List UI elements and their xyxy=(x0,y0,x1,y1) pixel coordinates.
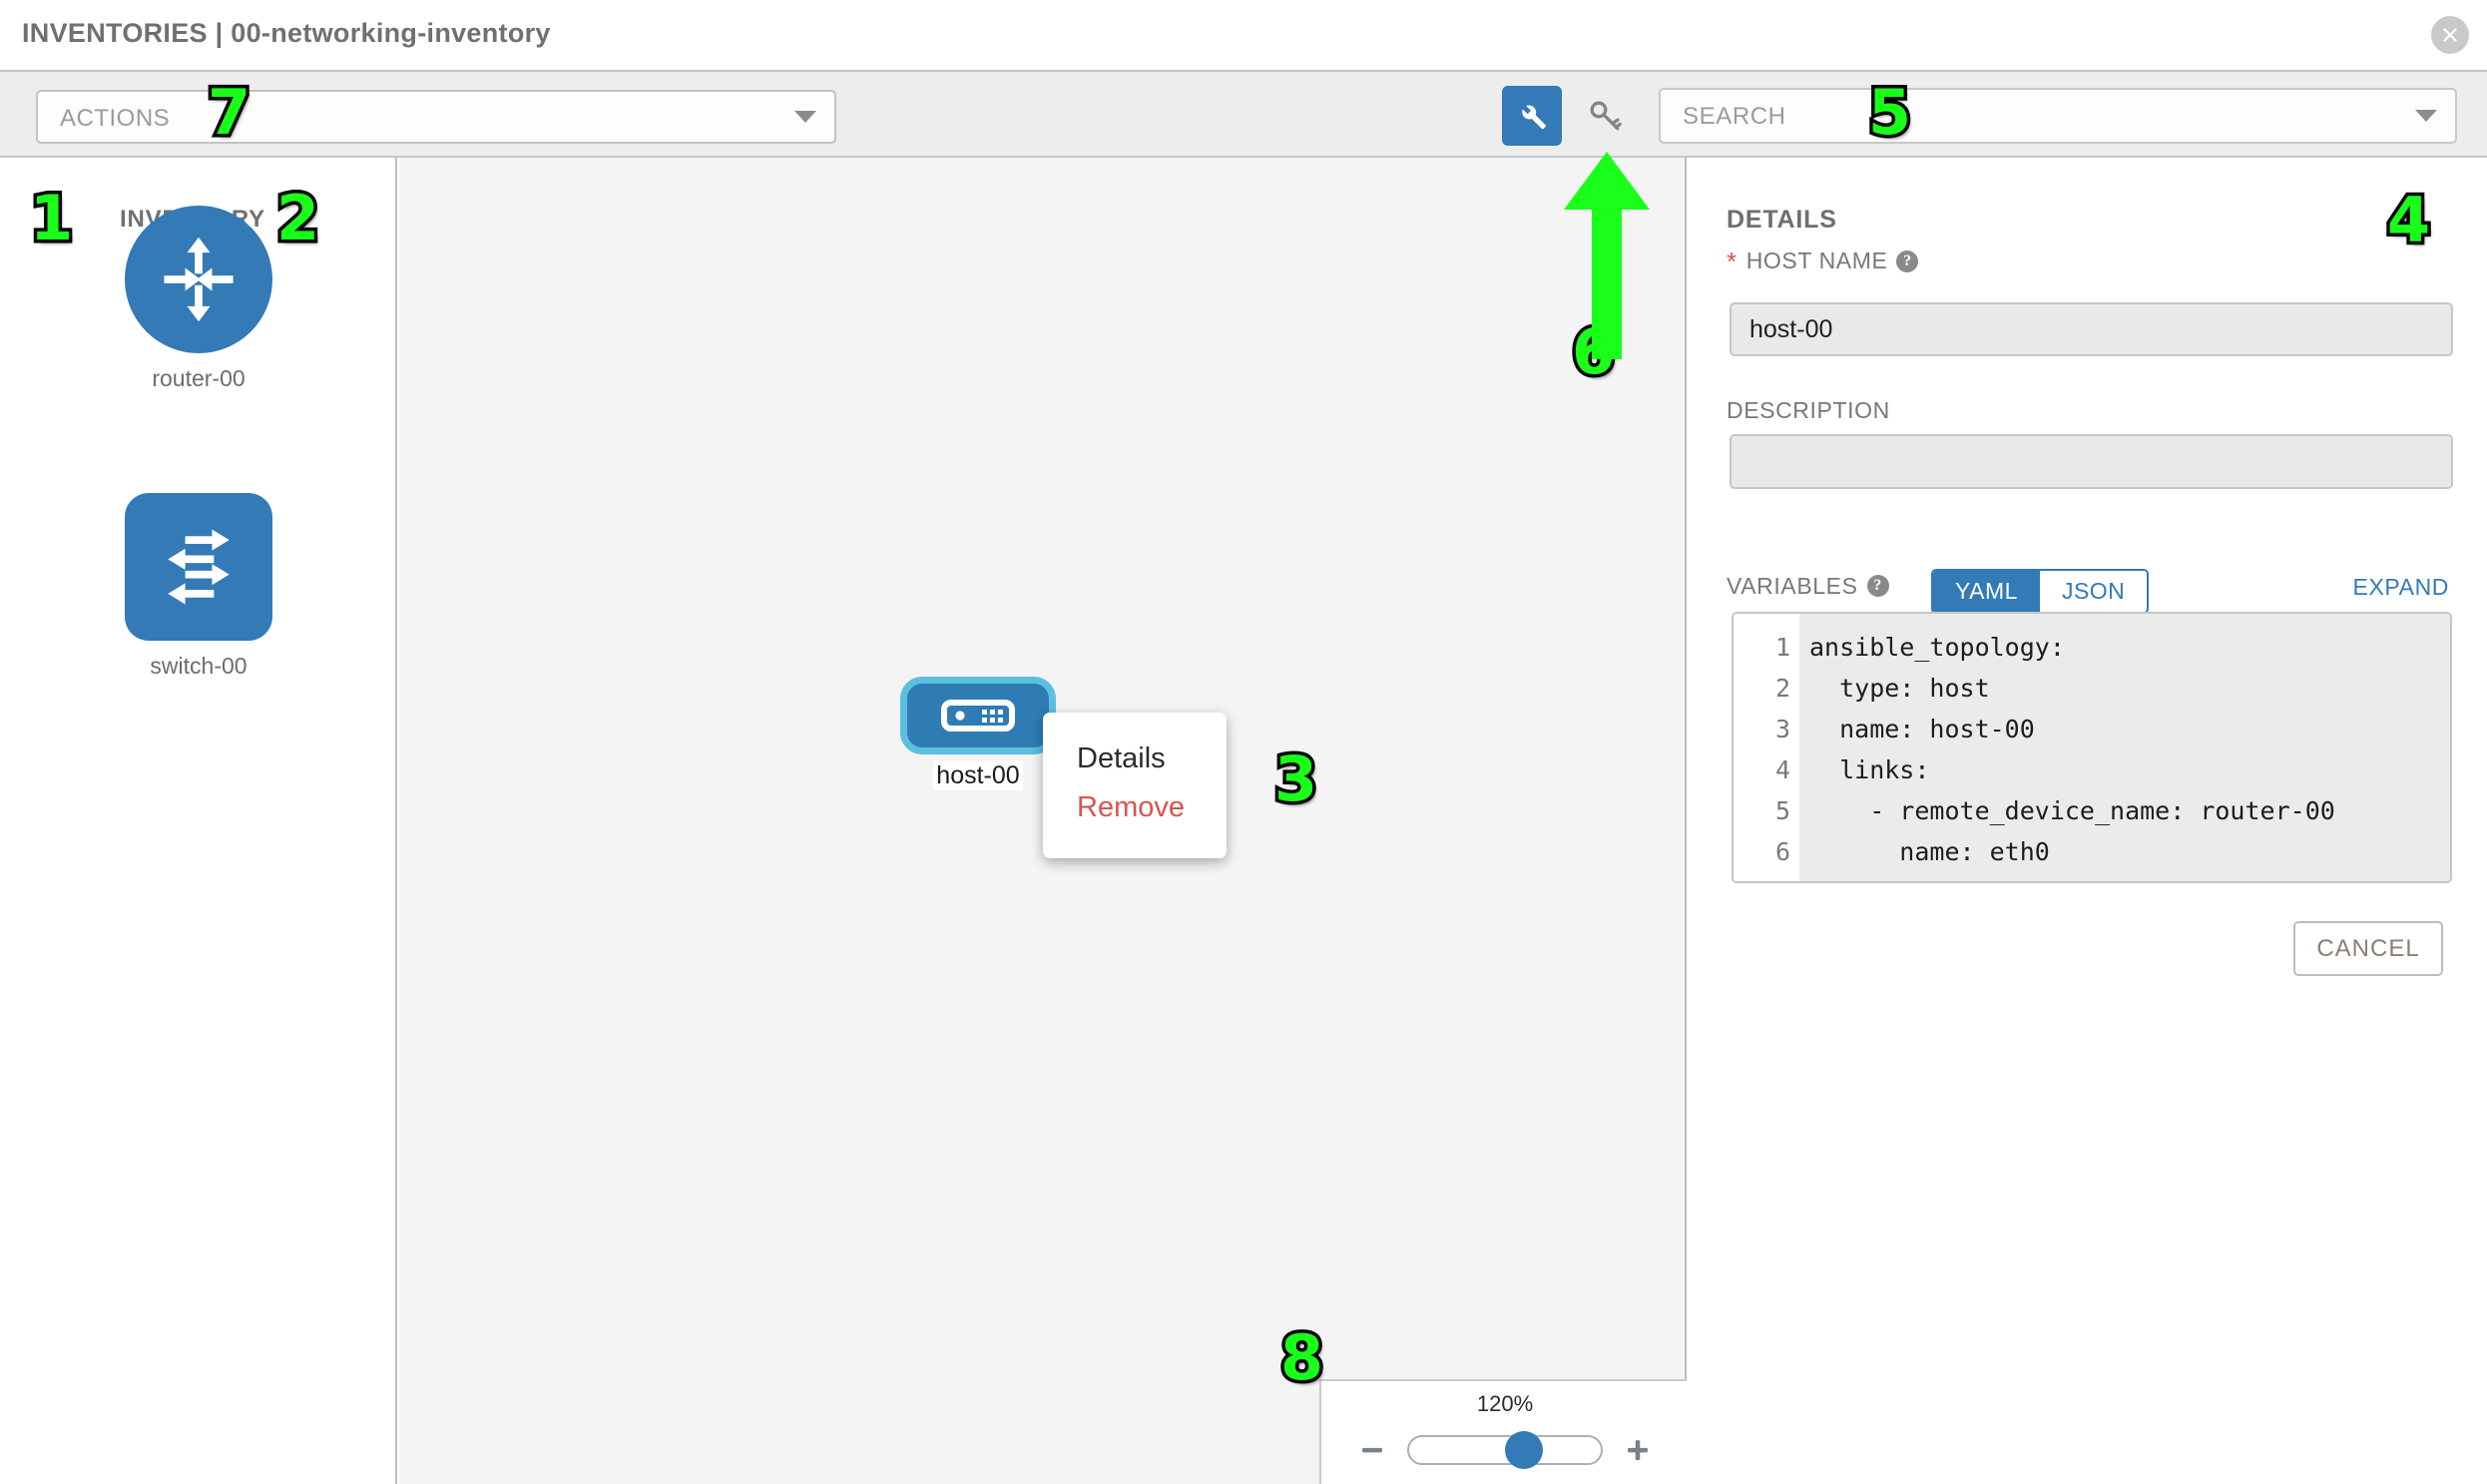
toggle-edit-mode-button[interactable] xyxy=(1502,86,1562,146)
router-device-icon-wrap[interactable] xyxy=(125,206,272,353)
line-number: 3 xyxy=(1774,715,1790,743)
variables-format-toggle: YAML JSON xyxy=(1931,569,2150,614)
details-panel-title: DETAILS xyxy=(1727,206,1837,234)
zoom-slider-track[interactable] xyxy=(1407,1431,1603,1469)
host-name-input[interactable]: host-00 xyxy=(1730,302,2453,356)
help-circle-icon[interactable]: ? xyxy=(1896,249,1919,272)
required-marker: * xyxy=(1727,246,1738,276)
code-line: - remote_device_name: router-00 xyxy=(1809,796,2335,825)
line-number: 6 xyxy=(1774,837,1790,866)
zoom-percentage-label: 120% xyxy=(1476,1391,1534,1416)
inventory-sidebar: INVENTORY xyxy=(0,158,397,1484)
description-input[interactable] xyxy=(1730,434,2453,489)
node-label: host-00 xyxy=(933,760,1023,790)
search-input[interactable]: SEARCH xyxy=(1659,88,2457,144)
line-number: 1 xyxy=(1774,633,1790,662)
code-line: name: host-00 xyxy=(1809,715,2035,743)
variables-label-text: VARIABLES xyxy=(1727,572,1858,599)
editor-code-area[interactable]: ansible_topology: type: host name: host-… xyxy=(1799,614,2450,881)
search-placeholder: SEARCH xyxy=(1683,103,1786,130)
chevron-down-icon[interactable] xyxy=(2415,110,2437,122)
zoom-slider-thumb[interactable] xyxy=(1505,1431,1544,1469)
router-icon xyxy=(164,237,234,322)
line-number: 7 xyxy=(1734,872,1799,881)
sidebar-item-label: router-00 xyxy=(152,365,246,391)
variables-format-json[interactable]: JSON xyxy=(2039,571,2148,612)
code-line: type: host xyxy=(1809,674,1990,703)
zoom-in-button[interactable] xyxy=(1621,1433,1655,1467)
topology-node-host-00[interactable]: host-00 xyxy=(900,677,1056,790)
main-toolbar: ACTIONS SEARCH xyxy=(0,70,2487,158)
close-button[interactable] xyxy=(2431,16,2469,54)
minus-icon xyxy=(1362,1447,1382,1453)
line-number: 4 xyxy=(1774,755,1790,784)
variables-expand-link[interactable]: EXPAND xyxy=(2352,574,2449,600)
zoom-out-button[interactable] xyxy=(1355,1433,1389,1467)
variables-label: VARIABLES ? xyxy=(1727,569,1889,603)
close-icon xyxy=(2443,28,2457,42)
line-number: 5 xyxy=(1774,796,1790,825)
cancel-button[interactable]: CANCEL xyxy=(2293,921,2443,976)
editor-line-number-gutter: 1 2 3 4 5 6 7 xyxy=(1734,614,1799,881)
plus-icon xyxy=(1628,1440,1648,1461)
credentials-button[interactable] xyxy=(1575,86,1635,146)
actions-dropdown[interactable]: ACTIONS xyxy=(36,90,836,144)
description-label: DESCRIPTION xyxy=(1727,397,1890,424)
zoom-control: 120% xyxy=(1319,1379,1687,1484)
code-line: name: eth0 xyxy=(1809,837,2050,866)
help-circle-icon[interactable]: ? xyxy=(1866,575,1889,597)
server-icon xyxy=(941,700,1015,732)
variables-code-editor[interactable]: 1 2 3 4 5 6 7 ansible_topology: type: ho… xyxy=(1732,612,2452,883)
window-titlebar: INVENTORIES | 00-networking-inventory xyxy=(0,0,2487,70)
variables-format-yaml[interactable]: YAML xyxy=(1933,571,2040,612)
context-menu-item-details[interactable]: Details xyxy=(1077,742,1166,774)
sidebar-item-switch-00[interactable]: switch-00 xyxy=(0,493,397,680)
page-title: INVENTORIES | 00-networking-inventory xyxy=(22,18,551,48)
description-label-text: DESCRIPTION xyxy=(1727,397,1890,423)
context-menu-item-remove[interactable]: Remove xyxy=(1077,791,1185,823)
code-line: remote_interface_name: eth0 xyxy=(1809,872,2450,881)
key-icon xyxy=(1590,101,1622,131)
wrench-icon xyxy=(1522,105,1547,130)
actions-dropdown-label: ACTIONS xyxy=(60,105,171,132)
switch-device-icon-wrap[interactable] xyxy=(125,493,272,641)
zoom-slider-row xyxy=(1321,1429,1689,1471)
host-name-label: * HOST NAME ? xyxy=(1727,246,1919,276)
code-line: ansible_topology: xyxy=(1809,633,2065,662)
sidebar-item-label: switch-00 xyxy=(150,653,248,679)
host-node-shape[interactable] xyxy=(900,677,1056,754)
sidebar-item-router-00[interactable]: router-00 xyxy=(0,206,397,392)
line-number: 2 xyxy=(1774,674,1790,703)
switch-icon xyxy=(168,529,230,605)
host-name-value: host-00 xyxy=(1749,314,1833,343)
chevron-down-icon xyxy=(794,111,816,123)
host-name-label-text: HOST NAME xyxy=(1745,247,1888,273)
code-line: links: xyxy=(1809,755,1930,784)
node-context-menu: Details Remove xyxy=(1043,713,1227,858)
topology-canvas[interactable]: host-00 Details Remove xyxy=(399,158,1687,1484)
